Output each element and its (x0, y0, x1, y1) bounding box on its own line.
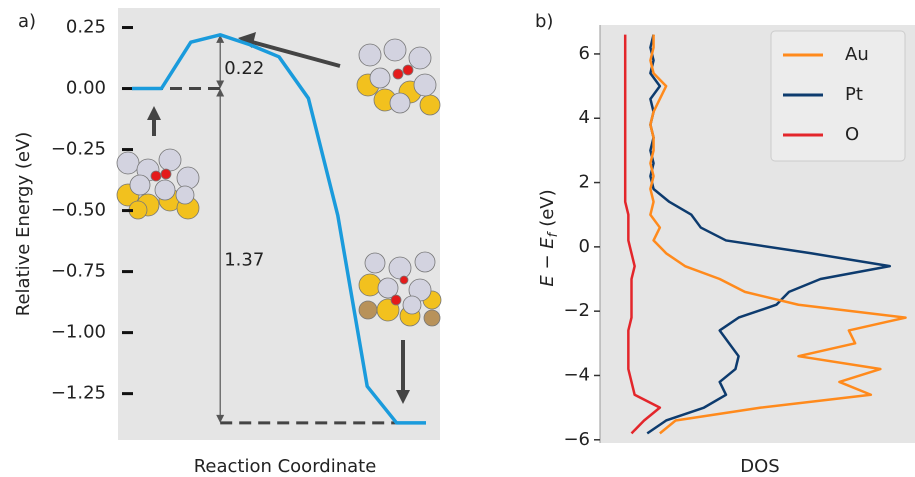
legend-box (770, 30, 906, 162)
dos-line (646, 34, 892, 435)
y-tick-label: 6 (579, 43, 590, 64)
dos-line (623, 34, 662, 435)
y-tick-label: 4 (579, 107, 590, 128)
panel-label: b) (535, 11, 553, 32)
y-tick-label: 0 (579, 236, 590, 257)
legend: Au Pt O (770, 30, 906, 162)
y-axis-label: Relative Energy (eV) (13, 132, 34, 316)
arrow-head (216, 414, 225, 423)
y-label-part: E − E (537, 237, 558, 287)
arrow-head (216, 80, 225, 89)
legend-label: Au (845, 44, 869, 65)
pointer-arrows (147, 32, 410, 404)
y-tick-label: −2 (563, 300, 590, 321)
x-axis-label: DOS (740, 456, 779, 477)
y-tick-label: −0.75 (51, 261, 106, 282)
y-label-part: (eV) (537, 189, 558, 226)
annotation: 0.22 (224, 58, 264, 79)
legend-label: Pt (845, 84, 863, 105)
energy-line (132, 33, 426, 425)
y-tick-label: −0.25 (51, 139, 106, 160)
plot-background (118, 8, 440, 440)
dos-line (649, 34, 907, 435)
structure-image (358, 251, 442, 327)
x-axis-label: Reaction Coordinate (194, 456, 377, 477)
y-tick-label: −4 (563, 364, 590, 385)
y-tick-label: 0.25 (66, 17, 106, 38)
y-tick-label: 0.00 (66, 78, 106, 99)
panel-label: a) (18, 11, 36, 32)
annotation: 1.37 (224, 250, 264, 271)
arrow-head (216, 34, 225, 43)
y-tick-label: −0.50 (51, 200, 106, 221)
y-tick-label: 2 (579, 172, 590, 193)
y-label-part: f (546, 230, 561, 237)
y-tick-label: −1.00 (51, 322, 106, 343)
structure-image (356, 38, 441, 116)
arrow-head (216, 88, 225, 97)
y-tick-label: −1.25 (51, 383, 106, 404)
y-axis-label: E − Ef (eV) (537, 189, 561, 286)
y-tick-label: −6 (563, 429, 590, 450)
legend-label: O (845, 124, 859, 145)
